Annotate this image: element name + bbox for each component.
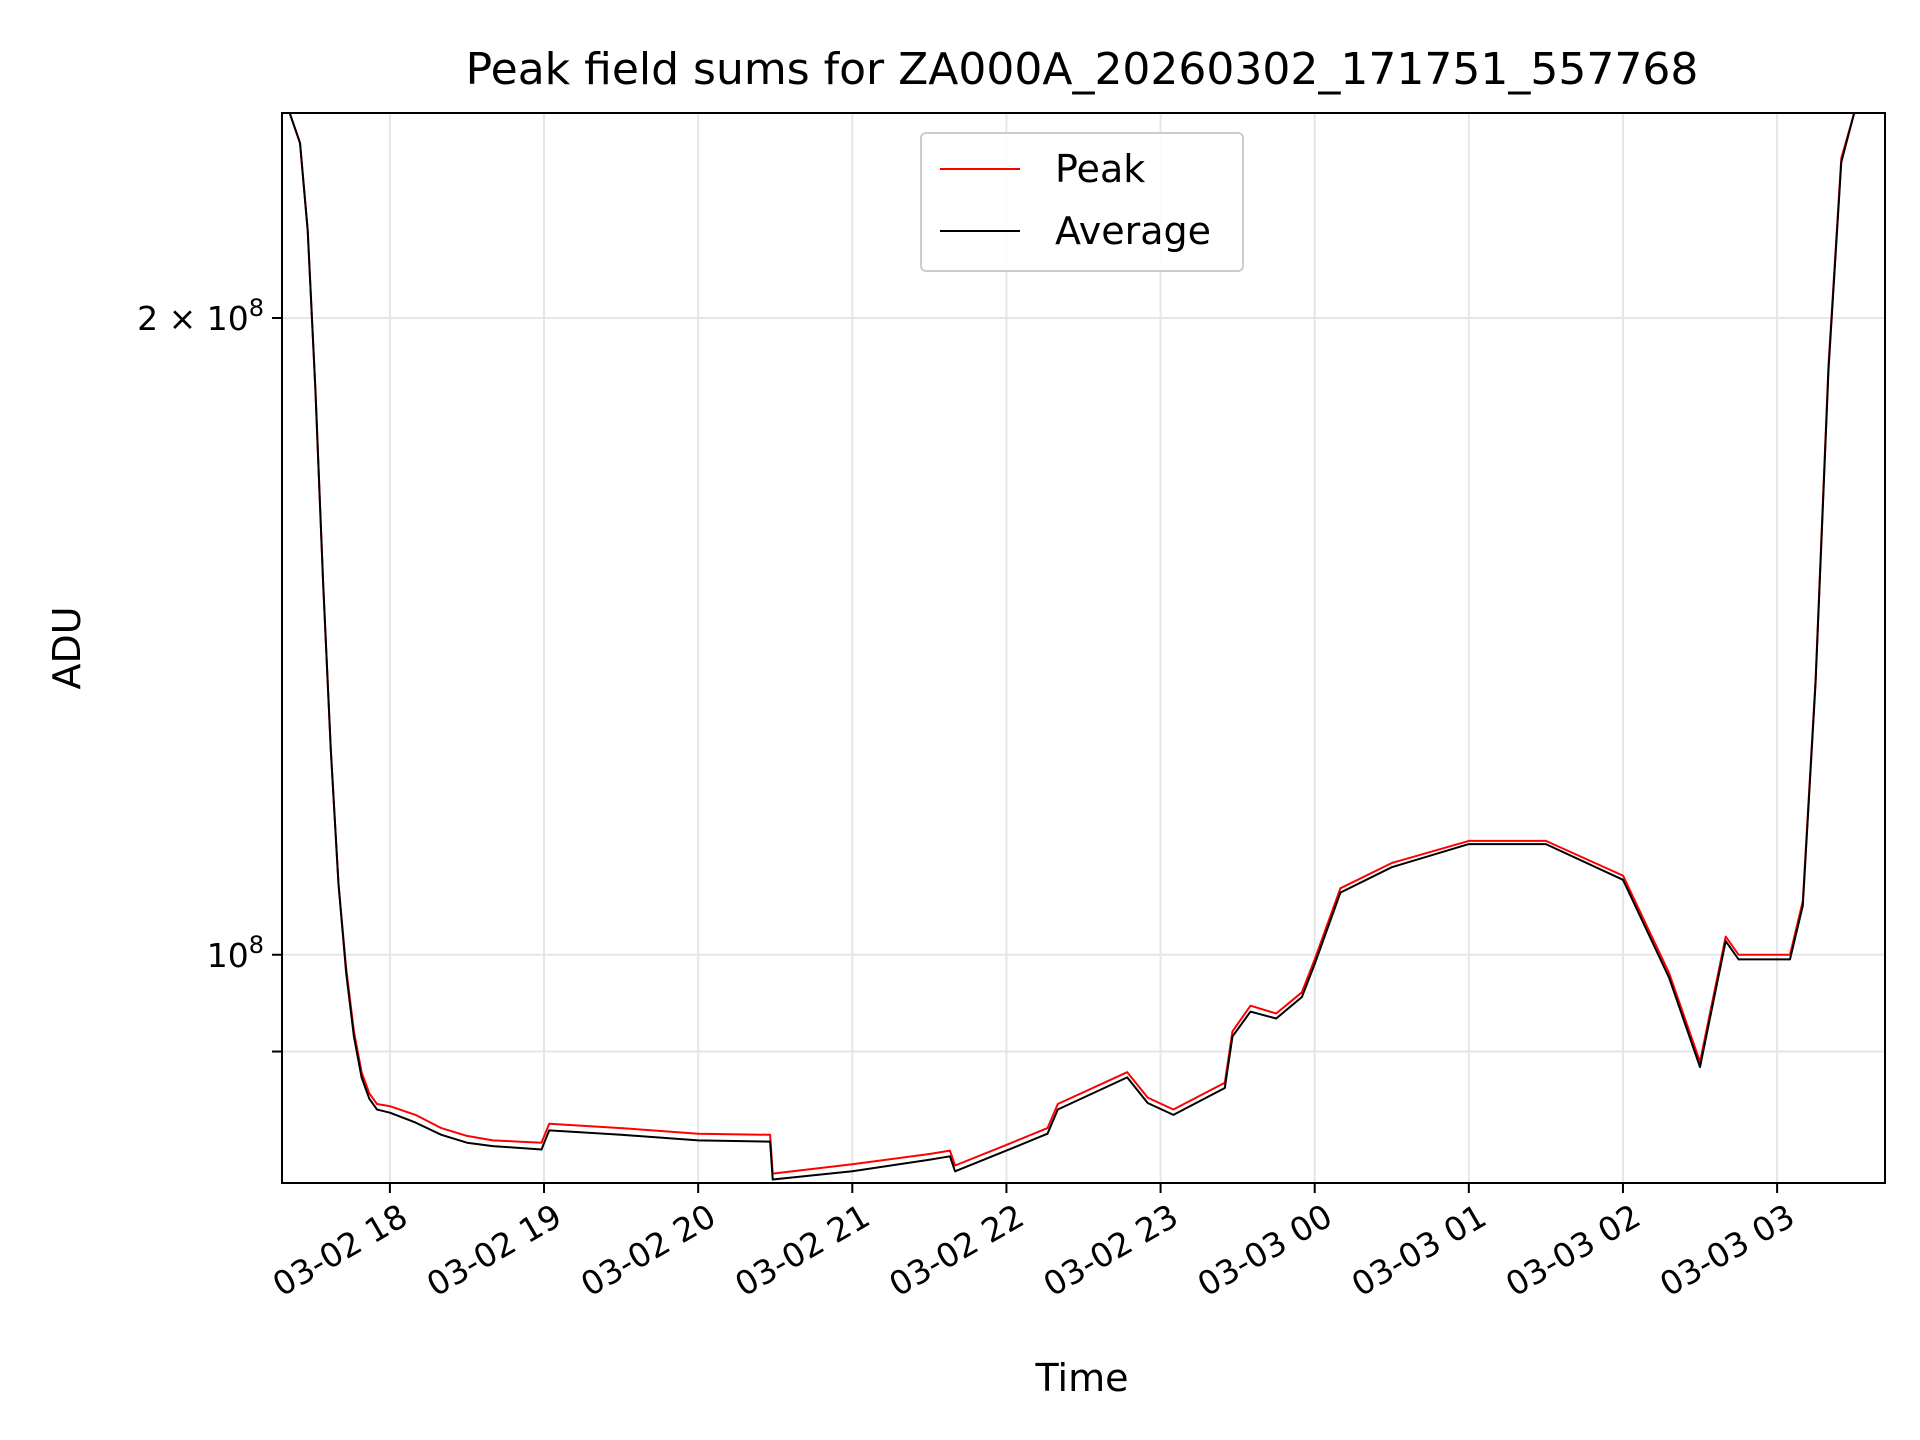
legend-box [920,132,1244,272]
y-axis-label: ADU [45,606,89,689]
grid [282,113,1885,1183]
legend: Peak Average [920,132,1244,272]
y-tick-label: 2 × 108 [137,294,264,338]
legend-label-average: Average [1055,209,1211,253]
y-tick-label: 108 [207,931,264,975]
plot-frame [281,112,1886,1184]
plot-lines [282,113,1885,1181]
chart-title: Peak field sums for ZA000A_20260302_1717… [466,44,1699,95]
legend-label-peak: Peak [1055,147,1145,191]
y-axis: 2 × 108 108 [137,294,282,1053]
series-line-average [282,113,1885,1181]
x-axis-label: Time [1035,1356,1129,1400]
